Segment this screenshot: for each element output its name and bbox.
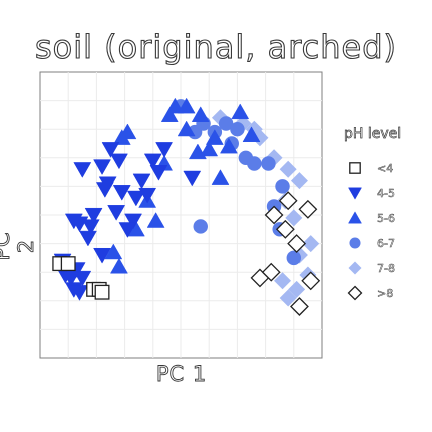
data-point [230,122,244,136]
data-point [261,156,275,170]
data-point [95,285,109,299]
legend-key [349,188,362,199]
data-point [61,257,75,271]
legend-label: 4-5 [377,187,395,200]
legend-key [350,163,360,173]
legend-key [349,237,360,248]
legend-label: >8 [377,287,393,300]
legend-key [349,212,362,223]
data-point [287,251,301,265]
legend-label: 6-7 [377,237,395,250]
legend-label: <4 [377,162,393,175]
legend-label: 5-6 [377,212,395,225]
legend-label: 7-8 [377,262,395,275]
data-point [194,219,208,233]
data-point [275,179,289,193]
legend-key [349,287,362,300]
legend-key [349,262,362,275]
data-point [247,156,261,170]
